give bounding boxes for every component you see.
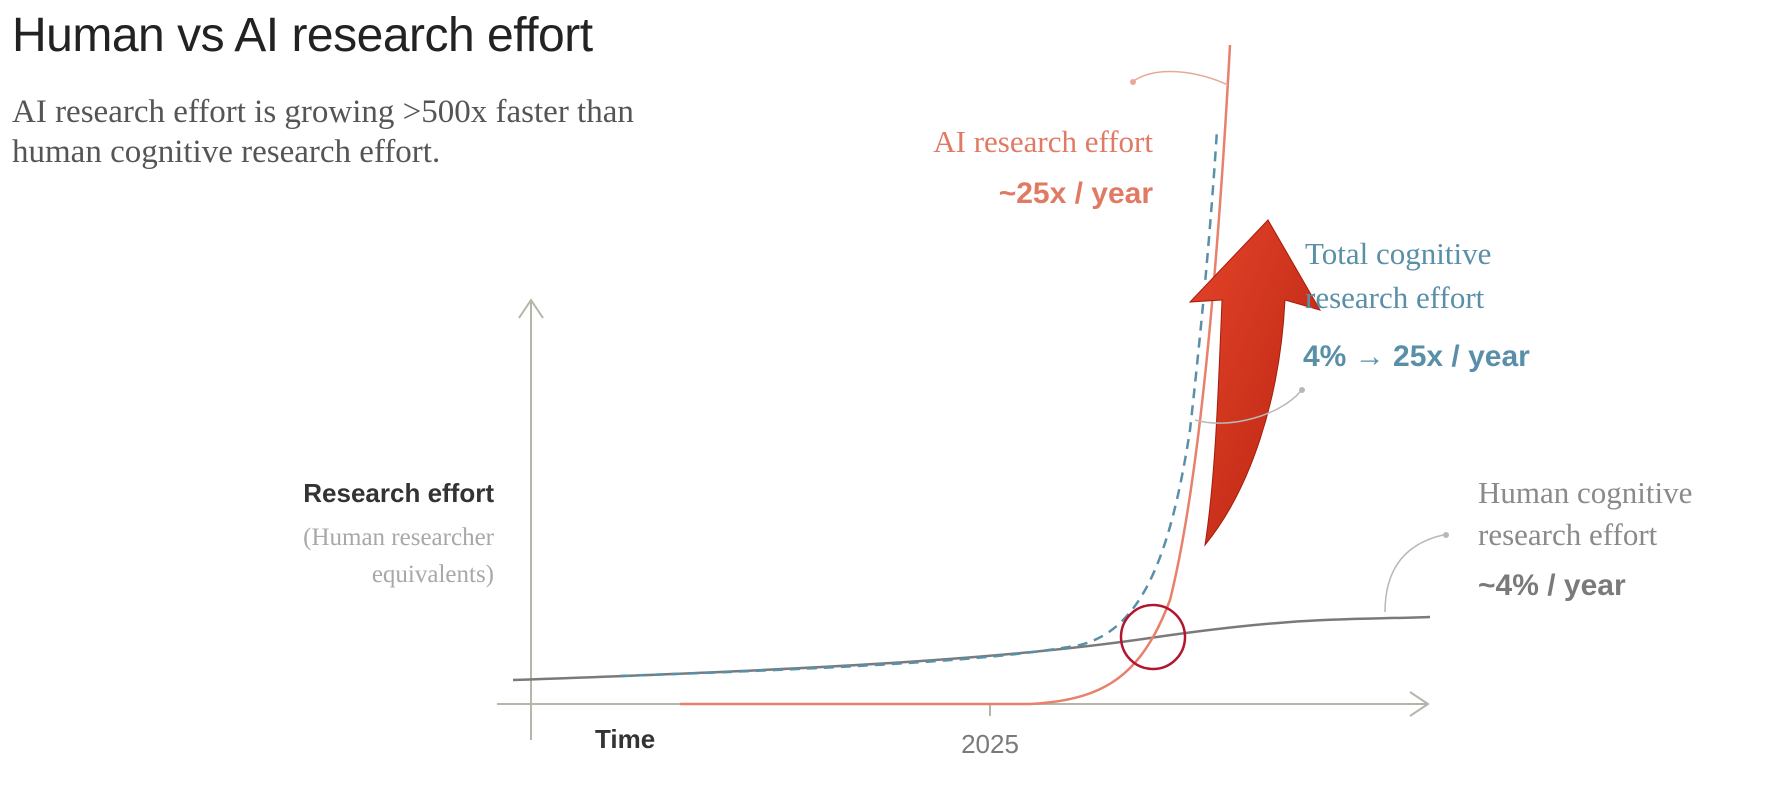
total-series-rate: 4% → 25x / year <box>1303 340 1530 373</box>
ai-series-label: AI research effort <box>933 124 1153 159</box>
page-title: Human vs AI research effort <box>12 9 593 62</box>
y-axis-sublabel-line1: (Human researcher <box>303 524 495 551</box>
y-axis-label: Research effort <box>303 478 494 508</box>
human-series-label-line2: research effort <box>1478 517 1658 552</box>
human-series-label-line1: Human cognitive <box>1478 475 1692 510</box>
ai-series-rate: ~25x / year <box>999 177 1154 210</box>
human-label-leader <box>1384 534 1444 613</box>
human-label-leader-dot <box>1443 532 1449 538</box>
ai-label-leader <box>1134 70 1229 86</box>
ai-effort-line <box>680 44 1232 706</box>
page-subtitle: AI research effort is growing >500x fast… <box>12 94 634 170</box>
axes <box>497 298 1430 740</box>
total-effort-line <box>619 129 1219 678</box>
total-label-leader-dot <box>1299 387 1305 393</box>
human-series-rate: ~4% / year <box>1478 569 1626 602</box>
x-axis-label: Time <box>595 724 655 754</box>
crossover-circle <box>1119 603 1187 671</box>
growth-arrow <box>1188 219 1322 547</box>
x-tick-label-2025: 2025 <box>961 729 1019 759</box>
total-series-label-line2: research effort <box>1305 280 1485 315</box>
x-axis-arrowhead <box>1409 691 1430 717</box>
ai-label-leader-dot <box>1130 79 1136 85</box>
total-series-label-line1: Total cognitive <box>1305 236 1491 271</box>
total-label-leader <box>1194 391 1301 424</box>
y-axis-arrowhead <box>518 298 544 319</box>
y-axis-sublabel-line2: equivalents) <box>372 561 494 588</box>
human-effort-line <box>512 615 1431 682</box>
